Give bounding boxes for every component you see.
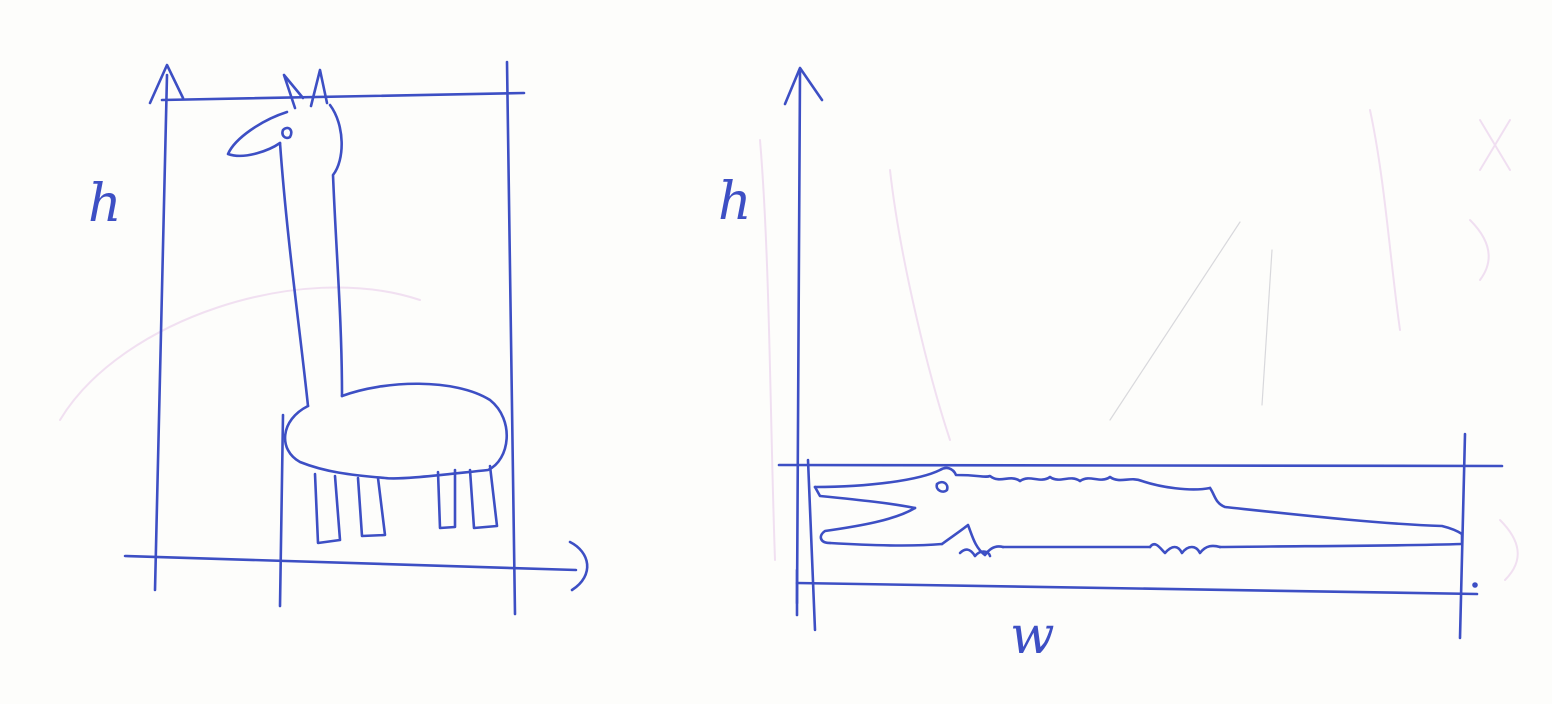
crocodile-eye [935, 480, 949, 493]
left-y-axis-arrowhead [148, 63, 185, 105]
ink-dot [1472, 582, 1478, 588]
left-x-axis-arrowhead [568, 540, 589, 592]
left-height-label: h [88, 174, 122, 234]
giraffe-neck-back [328, 103, 344, 398]
giraffe-leg-4 [468, 464, 499, 530]
left-box-top [160, 91, 526, 102]
right-box-left [806, 458, 817, 632]
pencil-guide-lines [1109, 221, 1273, 421]
giraffe-eye [281, 126, 293, 140]
giraffe-head [226, 110, 289, 158]
right-y-axis [795, 70, 802, 605]
giraffe-ear-right [309, 68, 329, 108]
right-panel [777, 66, 1504, 640]
bleed-through-marks [59, 109, 1519, 581]
left-y-axis [153, 73, 169, 592]
right-width-label: w [1010, 606, 1055, 666]
crocodile-back-leg [1148, 542, 1222, 555]
right-y-axis-arrowhead [783, 66, 824, 106]
left-box-inner-left [278, 413, 285, 608]
giraffe-neck-front [278, 141, 310, 408]
giraffe-drawing [226, 68, 508, 545]
crocodile-upper-jaw [813, 466, 1212, 491]
left-panel [123, 60, 589, 616]
crocodile-front-leg [940, 523, 1005, 558]
crocodile-belly [828, 541, 1464, 549]
right-height-label: h [718, 172, 752, 232]
crocodile-back [1208, 486, 1464, 536]
giraffe-ear-left [282, 73, 305, 110]
left-x-axis [123, 554, 578, 572]
giraffe-leg-1 [313, 472, 342, 545]
crocodile-mouth [819, 506, 917, 545]
giraffe-leg-3 [436, 468, 457, 530]
giraffe-body [283, 382, 508, 480]
crocodile-snout-top [813, 485, 917, 510]
right-box-top [777, 463, 1504, 468]
crocodile-drawing [813, 466, 1464, 558]
right-box-bottom [795, 581, 1479, 596]
left-box-right [505, 60, 517, 616]
giraffe-leg-2 [356, 476, 387, 538]
